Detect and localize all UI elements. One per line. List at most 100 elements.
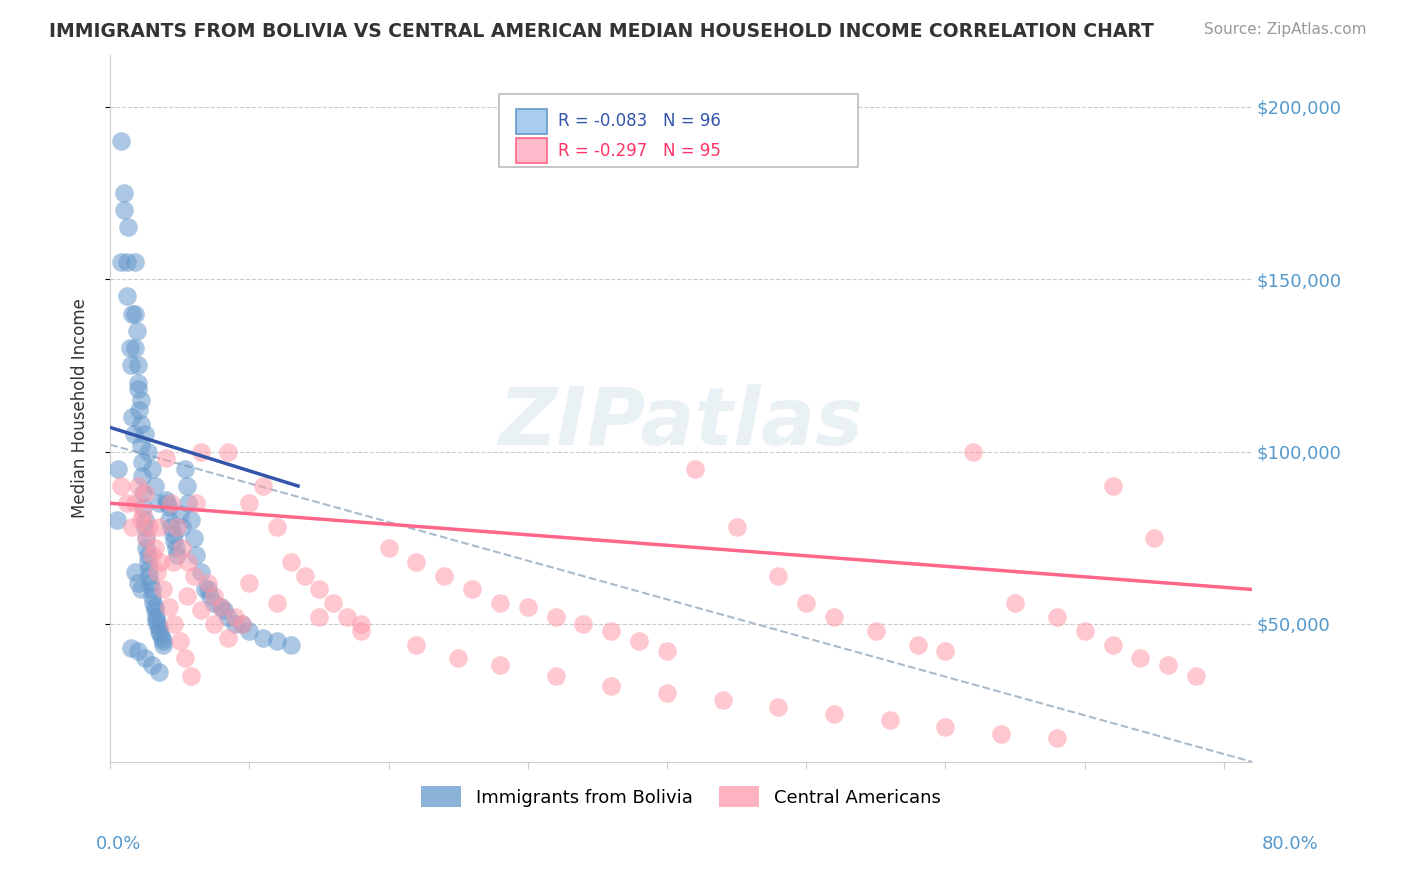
Point bbox=[134, 486, 156, 500]
Point bbox=[125, 324, 148, 338]
Point bbox=[990, 727, 1012, 741]
Point bbox=[212, 603, 235, 617]
Point bbox=[516, 599, 538, 614]
Point bbox=[308, 582, 330, 597]
Point bbox=[768, 568, 790, 582]
Point bbox=[238, 575, 260, 590]
Point bbox=[489, 658, 512, 673]
Point bbox=[683, 462, 706, 476]
Point bbox=[148, 496, 170, 510]
Point bbox=[1073, 624, 1095, 638]
Point bbox=[194, 582, 217, 597]
Point bbox=[1157, 658, 1180, 673]
Point bbox=[1129, 651, 1152, 665]
Point bbox=[174, 462, 197, 476]
Point bbox=[405, 555, 427, 569]
Point bbox=[141, 658, 163, 673]
Point bbox=[1004, 596, 1026, 610]
Point bbox=[135, 541, 157, 555]
Point bbox=[120, 640, 142, 655]
Point bbox=[141, 462, 163, 476]
Point bbox=[131, 468, 153, 483]
Point bbox=[217, 631, 239, 645]
Point bbox=[152, 582, 174, 597]
Point bbox=[132, 507, 155, 521]
Point bbox=[252, 479, 274, 493]
Point bbox=[1046, 610, 1069, 624]
Point bbox=[134, 651, 156, 665]
Point bbox=[121, 410, 143, 425]
Point bbox=[174, 651, 197, 665]
Point bbox=[224, 610, 246, 624]
Point bbox=[231, 616, 253, 631]
Point bbox=[145, 610, 167, 624]
Point bbox=[211, 599, 233, 614]
Point bbox=[134, 427, 156, 442]
Point bbox=[129, 417, 152, 431]
Point bbox=[190, 603, 212, 617]
Point bbox=[132, 486, 155, 500]
Point bbox=[110, 255, 132, 269]
Point bbox=[134, 520, 156, 534]
Point bbox=[112, 186, 135, 200]
Point bbox=[142, 596, 165, 610]
Point bbox=[308, 610, 330, 624]
Point bbox=[489, 596, 512, 610]
Point bbox=[143, 599, 166, 614]
Point bbox=[823, 610, 845, 624]
Text: ZIPatlas: ZIPatlas bbox=[499, 384, 863, 461]
Point bbox=[266, 596, 288, 610]
Point bbox=[1185, 668, 1208, 682]
Text: R = -0.083   N = 96: R = -0.083 N = 96 bbox=[558, 112, 721, 130]
Point bbox=[600, 624, 623, 638]
Point bbox=[711, 692, 734, 706]
Point bbox=[157, 599, 180, 614]
Point bbox=[149, 627, 172, 641]
Point bbox=[156, 496, 179, 510]
Point bbox=[152, 634, 174, 648]
Point bbox=[134, 514, 156, 528]
Point bbox=[322, 596, 344, 610]
Text: Source: ZipAtlas.com: Source: ZipAtlas.com bbox=[1204, 22, 1367, 37]
Point bbox=[169, 634, 191, 648]
Point bbox=[280, 638, 302, 652]
Point bbox=[127, 644, 149, 658]
Point bbox=[112, 203, 135, 218]
Point bbox=[176, 590, 198, 604]
Point bbox=[204, 590, 226, 604]
Point bbox=[115, 289, 138, 303]
Point bbox=[124, 341, 146, 355]
Text: IMMIGRANTS FROM BOLIVIA VS CENTRAL AMERICAN MEDIAN HOUSEHOLD INCOME CORRELATION : IMMIGRANTS FROM BOLIVIA VS CENTRAL AMERI… bbox=[49, 22, 1154, 41]
Point bbox=[200, 590, 222, 604]
Point bbox=[120, 359, 142, 373]
Point bbox=[105, 514, 128, 528]
Point bbox=[1101, 479, 1123, 493]
Point bbox=[128, 403, 150, 417]
Point bbox=[238, 496, 260, 510]
Point bbox=[350, 616, 373, 631]
Point bbox=[141, 548, 163, 562]
Point bbox=[1046, 731, 1069, 745]
Point bbox=[197, 582, 219, 597]
Point bbox=[117, 220, 139, 235]
Point bbox=[768, 699, 790, 714]
Point bbox=[217, 610, 239, 624]
Point bbox=[447, 651, 470, 665]
Point bbox=[252, 631, 274, 645]
Point bbox=[150, 631, 173, 645]
Point bbox=[294, 568, 316, 582]
Point bbox=[962, 444, 984, 458]
Point bbox=[165, 541, 187, 555]
Point bbox=[148, 620, 170, 634]
Point bbox=[172, 541, 194, 555]
Point bbox=[224, 616, 246, 631]
Point bbox=[127, 383, 149, 397]
Point bbox=[129, 392, 152, 407]
Point bbox=[157, 500, 180, 514]
Point bbox=[124, 255, 146, 269]
Point bbox=[148, 665, 170, 680]
Point bbox=[135, 531, 157, 545]
Point bbox=[127, 479, 149, 493]
Point bbox=[115, 255, 138, 269]
Point bbox=[1101, 638, 1123, 652]
